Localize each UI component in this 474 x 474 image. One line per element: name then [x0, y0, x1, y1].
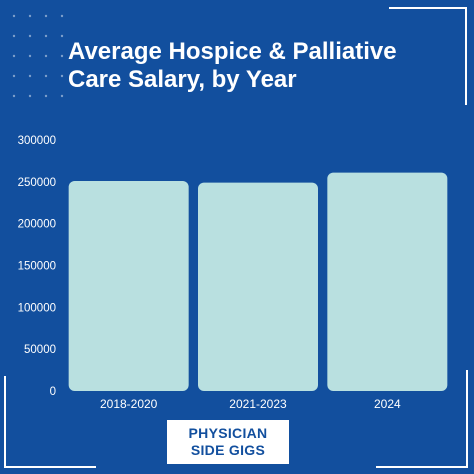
y-tick-label: 150000 — [18, 261, 56, 273]
bar-2018-2020 — [68, 180, 189, 391]
x-tick-label: 2024 — [374, 397, 401, 411]
chart-title-line-1: Average Hospice & Palliative — [68, 38, 397, 65]
brand-logo-badge: PHYSICIAN SIDE GIGS — [167, 420, 289, 464]
chart-title-line-2: Care Salary, by Year — [68, 66, 297, 93]
decorative-corner-bottom-right — [376, 370, 468, 468]
bar-2021-2023 — [198, 182, 318, 391]
decorative-dot-grid — [12, 14, 64, 98]
y-tick-label: 200000 — [18, 219, 56, 231]
y-tick-label: 300000 — [18, 135, 56, 147]
y-tick-label: 0 — [50, 386, 56, 398]
chart-title: Average Hospice & Palliative Care Salary… — [68, 38, 468, 94]
bar-2024 — [327, 172, 448, 391]
y-tick-label: 100000 — [18, 302, 56, 314]
y-tick-label: 50000 — [24, 344, 56, 356]
brand-line-2: SIDE GIGS — [190, 442, 266, 458]
y-tick-label: 250000 — [18, 177, 56, 189]
decorative-corner-top-right — [389, 7, 467, 105]
decorative-corner-bottom-left — [4, 376, 96, 468]
x-tick-label: 2018-2020 — [100, 397, 158, 411]
brand-line-1: PHYSICIAN — [188, 425, 268, 441]
x-tick-label: 2021-2023 — [229, 397, 287, 411]
